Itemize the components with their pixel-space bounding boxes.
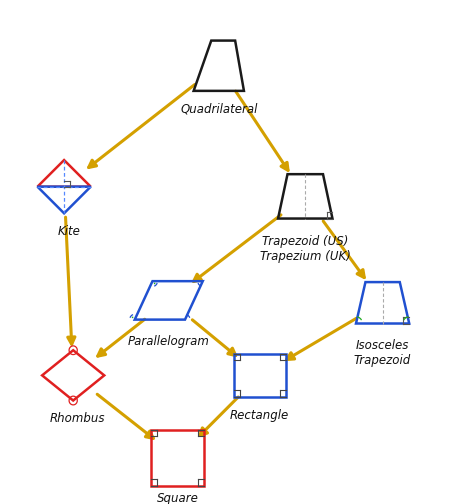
Text: Rhombus: Rhombus [50, 412, 106, 425]
Text: Kite: Kite [57, 225, 80, 238]
Text: Quadrilateral: Quadrilateral [180, 102, 257, 115]
Text: Rectangle: Rectangle [230, 409, 289, 422]
Text: Parallelogram: Parallelogram [128, 335, 210, 348]
Text: Isosceles
Trapezoid: Isosceles Trapezoid [354, 339, 411, 367]
Text: Trapezoid (US)
Trapezium (UK): Trapezoid (US) Trapezium (UK) [260, 235, 351, 263]
Text: Square: Square [157, 492, 199, 504]
